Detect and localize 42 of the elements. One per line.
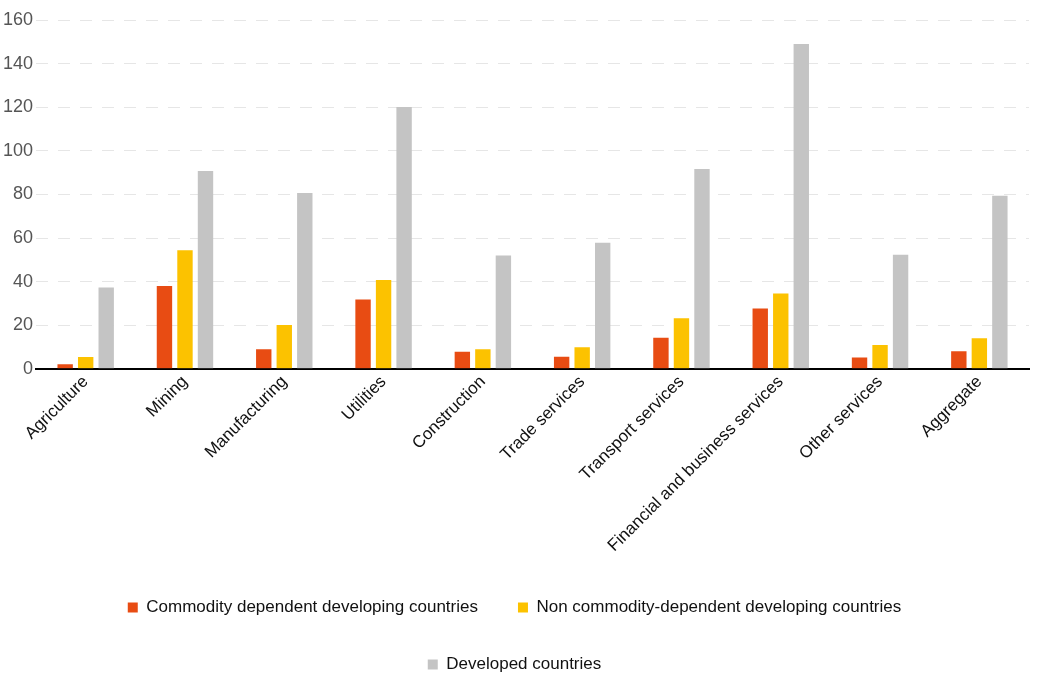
y-tick-label: 40 <box>13 270 34 291</box>
bar <box>793 43 809 369</box>
bar <box>992 195 1008 369</box>
y-tick-label: 100 <box>2 139 34 160</box>
y-tick-label: 140 <box>2 52 34 73</box>
bar <box>971 338 988 369</box>
bar <box>256 349 272 369</box>
bar <box>553 356 570 369</box>
bar <box>177 250 193 369</box>
legend-label: Developed countries <box>446 654 602 674</box>
y-tick-label: 160 <box>2 8 34 29</box>
bar <box>673 318 690 369</box>
bar <box>297 192 313 369</box>
y-tick-label: 0 <box>23 357 34 378</box>
y-tick-label: 80 <box>13 183 34 204</box>
legend-label: Commodity dependent developing countries <box>146 597 478 617</box>
bar <box>694 168 710 369</box>
bar <box>276 325 292 369</box>
bar <box>574 347 590 369</box>
bar <box>495 255 512 369</box>
legend-label: Non commodity-dependent developing countries <box>536 597 902 617</box>
bar <box>653 337 669 369</box>
bar <box>396 107 412 369</box>
bar <box>951 351 967 369</box>
bar <box>475 349 491 369</box>
bar <box>851 357 868 369</box>
bar <box>355 299 371 369</box>
bar <box>892 254 909 369</box>
bar <box>752 308 768 369</box>
bar <box>57 364 73 369</box>
bar <box>594 242 611 369</box>
bar <box>77 357 94 369</box>
bar <box>197 171 214 369</box>
bar <box>872 344 888 369</box>
y-tick-label: 60 <box>13 227 34 248</box>
y-tick-label: 120 <box>2 96 34 117</box>
bar <box>156 286 173 369</box>
bar <box>454 351 471 369</box>
bar <box>773 293 789 369</box>
y-tick-label: 20 <box>13 314 34 335</box>
bar <box>98 287 114 369</box>
bar <box>375 279 392 369</box>
